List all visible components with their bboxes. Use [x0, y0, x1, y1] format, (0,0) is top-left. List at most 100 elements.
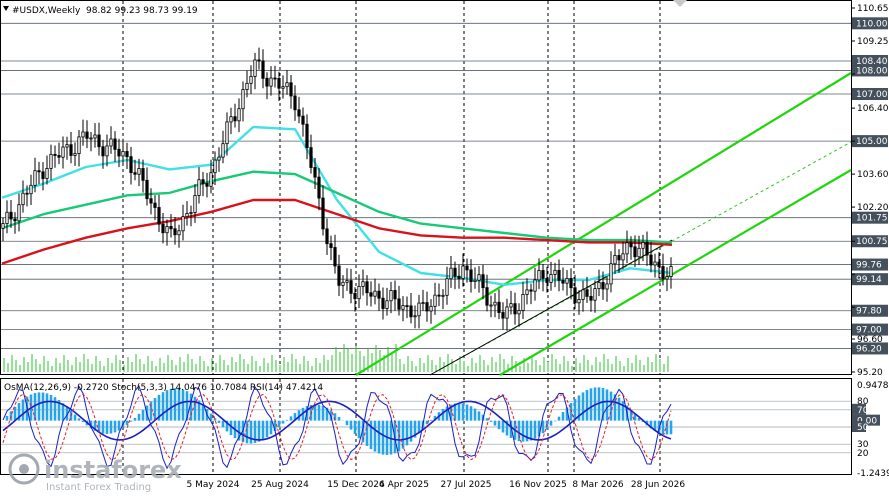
candle-body — [321, 197, 325, 230]
level-tag-label: 108.00 — [856, 66, 888, 76]
osma-signal-line — [2, 400, 672, 441]
candle-body — [653, 261, 657, 266]
shift-marker-icon[interactable] — [673, 0, 687, 7]
candle-body — [97, 134, 101, 148]
price-tick-label: 110.65 — [857, 4, 889, 14]
candle-body — [429, 305, 433, 312]
channel-lower-line — [499, 169, 852, 376]
candle-body — [357, 285, 361, 300]
level-tag-label: 107.00 — [856, 90, 888, 100]
candle-body — [1, 223, 5, 229]
candle-body — [241, 89, 245, 110]
channel-upper-line — [355, 72, 852, 376]
candle-body — [85, 131, 89, 139]
candle-body — [669, 266, 673, 277]
candle-body — [301, 115, 305, 125]
candle-body — [545, 277, 549, 283]
candle-body — [309, 147, 313, 168]
candle-body — [57, 155, 61, 158]
candle-body — [565, 278, 569, 284]
candle-body — [21, 192, 25, 206]
candle-body — [509, 303, 513, 308]
candle-body — [229, 116, 233, 123]
candle-body — [489, 304, 493, 307]
candle-body — [405, 305, 409, 308]
candle-body — [69, 144, 73, 156]
candle-body — [425, 302, 429, 312]
candle-body — [213, 159, 217, 174]
candle-body — [393, 290, 397, 300]
candle-body — [345, 280, 349, 283]
candle-body — [253, 59, 257, 77]
price-tick-label: 106.40 — [857, 104, 889, 114]
level-tag-label: 97.80 — [856, 307, 882, 317]
candle-body — [465, 265, 469, 271]
candle-body — [285, 82, 289, 88]
candle-body — [113, 138, 117, 150]
candle-body — [617, 255, 621, 261]
price-tick-label: 103.60 — [857, 170, 889, 180]
candle-body — [9, 211, 13, 220]
osc-level-tag — [852, 421, 866, 432]
osc-tick-label: 50 — [857, 423, 869, 433]
candle-body — [469, 269, 473, 282]
candle-body — [61, 146, 65, 158]
candle-body — [485, 287, 489, 306]
candle-body — [629, 242, 633, 248]
candle-body — [593, 288, 597, 301]
collapse-arrow-icon[interactable] — [3, 6, 9, 11]
candle-body — [125, 151, 129, 158]
candle-body — [549, 274, 553, 283]
instaforex-logo: instaforex Instant Forex Trading — [8, 453, 182, 493]
candle-body — [29, 184, 33, 195]
candle-body — [341, 281, 345, 286]
candle-body — [101, 146, 105, 157]
candle-body — [505, 306, 509, 319]
candle-body — [353, 292, 357, 300]
candle-body — [633, 246, 637, 258]
level-tag — [852, 235, 888, 248]
trend-channel[interactable] — [355, 72, 852, 376]
candle-body — [333, 247, 337, 267]
price-panel-frame — [0, 0, 852, 375]
time-label: 8 Mar 2026 — [572, 480, 624, 490]
candle-body — [149, 198, 153, 204]
time-label: 28 Jun 2026 — [631, 480, 685, 490]
candle-body — [557, 269, 561, 281]
candle-body — [649, 254, 653, 266]
ema-slow-line — [1, 198, 673, 265]
level-tag-label: 105.00 — [856, 137, 888, 147]
candle-body — [293, 95, 297, 111]
candle-body — [413, 315, 417, 318]
candle-body — [377, 290, 381, 299]
osc-tick-label: 20 — [857, 449, 869, 459]
candle-body — [381, 297, 385, 309]
candle-body — [17, 204, 21, 222]
level-tag — [852, 323, 888, 336]
candle-body — [445, 278, 449, 296]
ema-mid-line — [1, 170, 673, 244]
stoch-signal-line — [2, 393, 672, 461]
candle-body — [661, 266, 665, 280]
candle-body — [265, 77, 269, 87]
level-tag — [852, 135, 888, 148]
level-tag-label: 99.76 — [856, 261, 882, 271]
candle-body — [109, 138, 113, 147]
candle-body — [237, 108, 241, 122]
level-tag — [852, 87, 888, 100]
candle-body — [89, 137, 93, 140]
candle-body — [665, 276, 669, 280]
price-candles — [1, 47, 673, 331]
candle-body — [361, 281, 365, 287]
candle-body — [657, 261, 661, 267]
oscillator-series — [1, 385, 851, 470]
stoch-main-line — [2, 385, 672, 470]
candle-body — [93, 134, 97, 139]
logo-brand: instaforex — [44, 456, 182, 484]
candle-body — [517, 310, 521, 315]
candle-body — [641, 241, 645, 249]
candle-body — [369, 292, 373, 297]
